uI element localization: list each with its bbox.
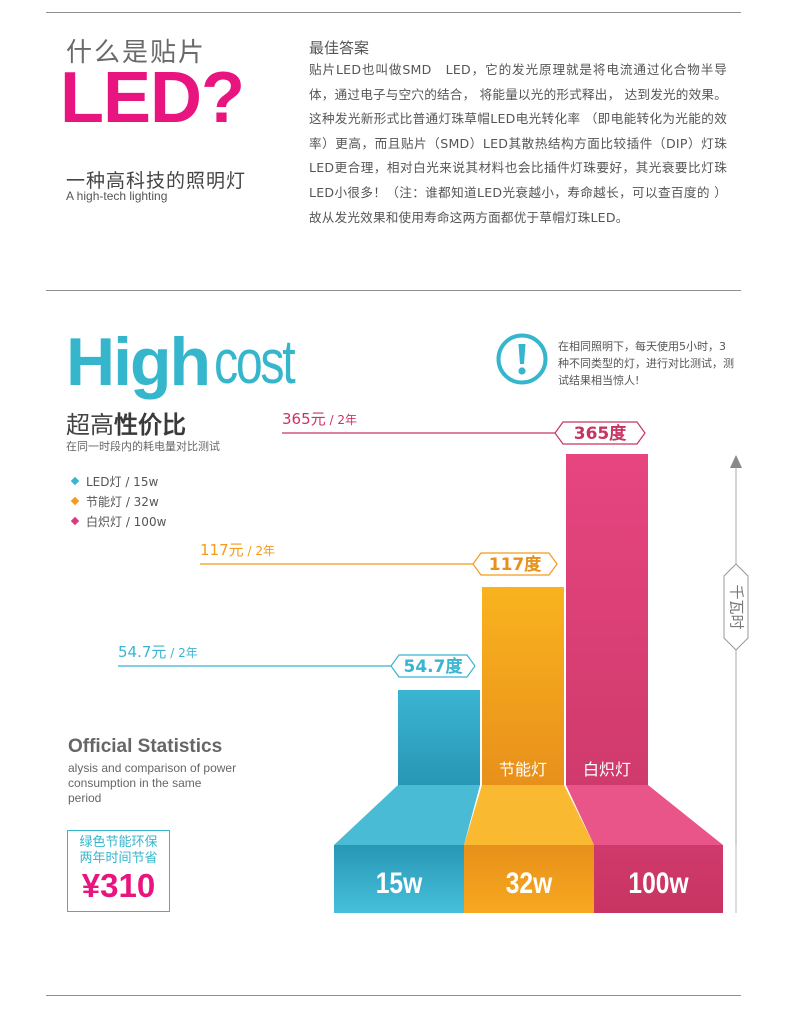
value-label: 365度 [574,423,627,444]
cost-amount: 54.7元 [118,643,166,661]
value-label: 54.7度 [404,656,464,677]
wattage-label: 15w [376,866,423,900]
question-title: 什么是贴片 [66,38,207,68]
value-tag [390,654,476,678]
wattage-label: 32w [506,866,553,900]
value-subtitle: 在同一时段内的耗电量对比测试 [66,440,220,453]
cost-label: 365元 / 2年 [282,410,357,428]
cost-label: 54.7元 / 2年 [118,643,198,661]
bar-label: 节能灯 [499,760,547,779]
funnel-face [464,785,594,845]
base-block [334,845,464,913]
saving-line1: 绿色节能环保 [79,835,158,850]
bar-1 [482,587,564,785]
legend-label: 节能灯 / 32w [86,494,159,509]
legend-item-cfl: 节能灯 / 32w [70,491,166,511]
wattage-label: 100w [628,866,689,900]
cost-amount: 365元 [282,410,326,428]
y-axis-label: 千瓦时 [728,584,746,629]
saving-line2: 两年时间节省 [79,851,158,866]
funnel-face [334,785,480,845]
cost-heading: cost [214,328,296,397]
cost-period: / 2年 [166,646,197,660]
high-heading: High [66,324,211,400]
cost-period: / 2年 [326,413,357,427]
base-block [464,845,594,913]
y-axis-label-box [723,563,749,651]
base-block [594,845,723,913]
legend-label: LED灯 / 15w [86,474,159,489]
value-title-normal: 超高 [66,411,114,439]
legend-label: 白炽灯 / 100w [86,514,167,529]
value-title-bold: 性价比 [114,411,186,439]
bar-0 [398,690,480,785]
y-axis-arrow [730,455,742,468]
subtitle-en: A high-tech lighting [66,189,168,203]
legend-item-incandescent: 白炽灯 / 100w [70,511,167,531]
value-tag [472,552,558,576]
led-headline: LED? [60,58,245,138]
bar-label: 白炽灯 [583,760,631,779]
bottom-divider [46,995,741,996]
subtitle-cn: 一种高科技的照明灯 [66,170,247,192]
funnel-face [566,785,723,845]
cost-label: 117元 / 2年 [200,541,275,559]
stats-title: Official Statistics [68,736,223,757]
top-divider [46,12,741,13]
saving-badge: 绿色节能环保 两年时间节省 ¥310 [67,830,170,912]
answer-title: 最佳答案 [309,39,370,57]
legend: LED灯 / 15w 节能灯 / 32w 白炽灯 / 100w [70,471,167,531]
exclamation-circle-icon [496,333,548,385]
bar-2 [566,454,648,785]
value-label: 117度 [489,554,542,575]
legend-item-led: LED灯 / 15w [70,471,166,491]
answer-body: 贴片LED也叫做SMD LED，它的发光原理就是将电流通过化合物半导体，通过电子… [309,62,727,225]
test-note: 在相同照明下，每天使用5小时，3种不同类型的灯，进行对比测试，测试结果相当惊人! [558,340,734,387]
value-tag [554,421,646,445]
stats-subtitle: alysis and comparison of power consumpti… [68,761,237,805]
cost-period: / 2年 [244,544,275,558]
value-title: 超高性价比 [66,405,186,440]
cost-amount: 117元 [200,541,244,559]
saving-amount: ¥310 [81,867,156,904]
middle-divider [46,290,741,291]
